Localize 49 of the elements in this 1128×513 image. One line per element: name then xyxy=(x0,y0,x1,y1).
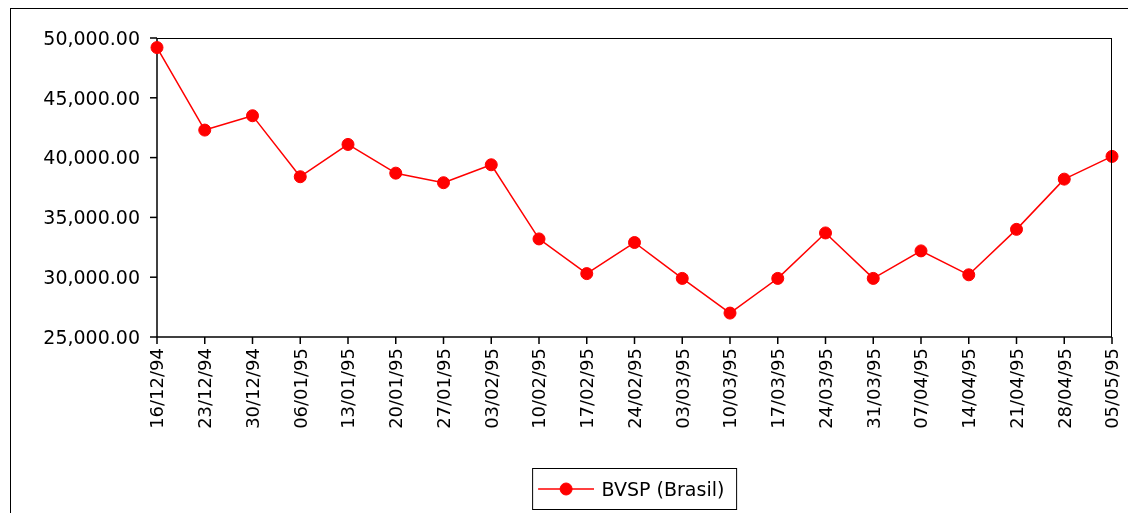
x-tick-label: 27/01/95 xyxy=(432,348,454,429)
x-tick-label: 07/04/95 xyxy=(910,348,932,429)
legend-label: BVSP (Brasil) xyxy=(601,478,725,500)
x-tick-label: 23/12/94 xyxy=(194,348,216,429)
y-tick-label: 45,000.00 xyxy=(43,86,140,109)
point xyxy=(150,41,164,55)
point xyxy=(866,271,880,285)
x-tick-label: 17/03/95 xyxy=(767,348,789,429)
x-tick-label: 03/03/95 xyxy=(671,348,693,429)
point xyxy=(246,109,259,123)
x-tick-label: 05/05/95 xyxy=(1101,348,1123,429)
point xyxy=(1010,222,1023,236)
x-tick-label: 06/01/95 xyxy=(289,348,311,429)
y-tick-label: 40,000.00 xyxy=(43,146,140,169)
x-tick-label: 10/03/95 xyxy=(719,348,741,429)
y-tick-label: 50,000.00 xyxy=(43,26,140,49)
x-tick-label: 20/01/95 xyxy=(385,348,407,429)
x-tick-label: 13/01/95 xyxy=(337,348,359,429)
y-tick-label: 30,000.00 xyxy=(43,265,140,288)
point xyxy=(1105,149,1119,163)
x-tick-label: 28/04/95 xyxy=(1053,348,1075,429)
point xyxy=(341,137,355,151)
x-tick-label: 03/02/95 xyxy=(480,348,502,429)
x-tick-label: 24/02/95 xyxy=(623,348,645,429)
point xyxy=(532,232,546,246)
point xyxy=(580,267,594,281)
point xyxy=(819,226,832,240)
x-tick-label: 10/02/95 xyxy=(528,348,550,429)
point xyxy=(675,271,689,285)
x-tick-label: 14/04/95 xyxy=(958,348,980,429)
x-tick-label: 21/04/95 xyxy=(1005,348,1027,429)
y-tick-label: 25,000.00 xyxy=(43,325,140,348)
point xyxy=(628,236,641,250)
x-tick-label: 17/02/95 xyxy=(576,348,598,429)
point xyxy=(293,170,307,184)
point xyxy=(723,306,737,320)
point xyxy=(771,271,785,285)
point xyxy=(198,123,212,137)
point xyxy=(1057,172,1071,186)
point xyxy=(914,244,928,258)
point xyxy=(437,176,450,190)
x-tick-label: 16/12/94 xyxy=(146,348,168,429)
y-tick-label: 35,000.00 xyxy=(43,206,140,229)
x-tick-label: 30/12/94 xyxy=(241,348,263,429)
point xyxy=(484,158,498,172)
point xyxy=(389,166,403,180)
x-tick-label: 31/03/95 xyxy=(862,348,884,429)
point xyxy=(962,268,976,282)
x-tick-label: 24/03/95 xyxy=(814,348,836,429)
